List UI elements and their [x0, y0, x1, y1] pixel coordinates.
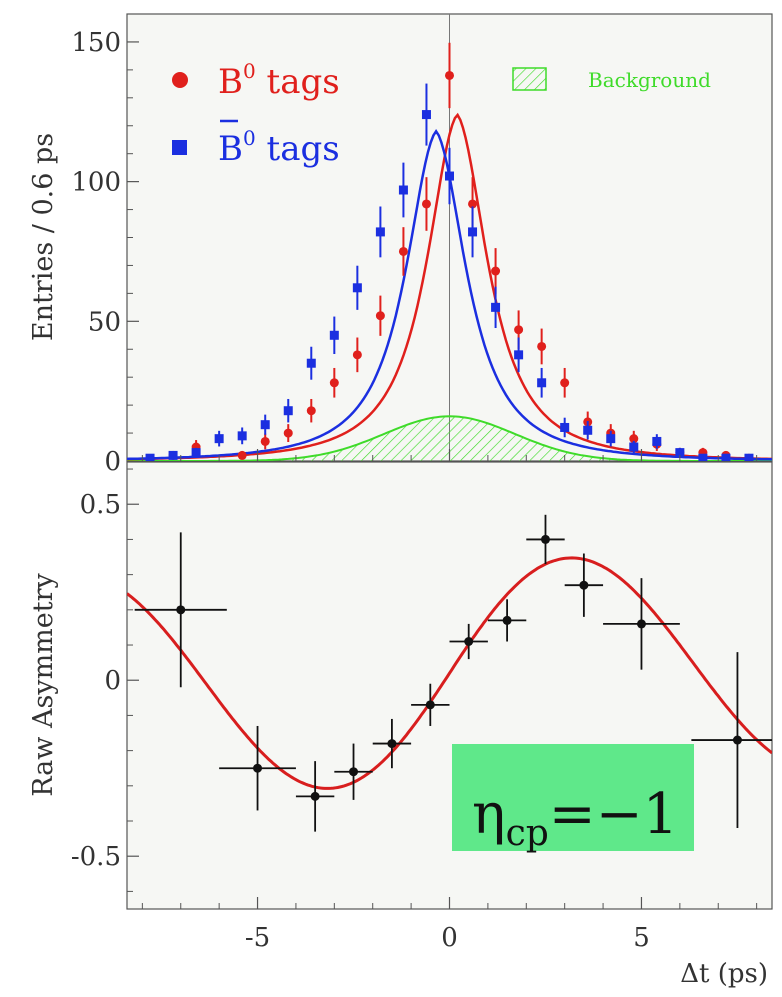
- top-y-axis-label: Entries / 0.6 ps: [28, 133, 59, 341]
- b0-tags-point: [352, 350, 362, 360]
- b0bar-tags-point: [468, 227, 478, 237]
- b0bar-tags-point: [744, 453, 754, 461]
- b0-tags-point: [629, 434, 639, 444]
- asymmetry-point: [636, 619, 646, 629]
- x-tick-label: 0: [441, 923, 458, 953]
- b0bar-tags-point: [583, 425, 593, 435]
- b0bar-tags-point: [398, 185, 408, 195]
- b0-tags-point: [306, 406, 316, 416]
- b0bar-tags-point: [352, 283, 362, 293]
- b0bar-tags-point: [375, 227, 385, 237]
- legend: B0 tags B0 tags Background: [172, 59, 711, 169]
- b0bar-tags-point: [537, 378, 547, 388]
- bottom-panel: -0.5 0 0.5 -5 0 5 ηcp=−1 Raw Asymmetry Δt (p…: [28, 449, 773, 989]
- background-curve: [127, 415, 772, 461]
- b0bar-tags-point: [445, 171, 454, 181]
- b0bar-tags-point: [606, 434, 616, 444]
- b0-tags-point: [237, 450, 247, 460]
- b0bar-tags-point: [721, 453, 731, 461]
- top-data-points: [145, 42, 754, 461]
- b0bar-tags-point: [260, 420, 270, 430]
- asymmetry-point: [464, 637, 474, 647]
- x-tick-label: 5: [633, 923, 650, 953]
- top-y-axis: 0 50 100 150: [71, 28, 139, 477]
- bottom-y-tick-label: 0: [104, 666, 121, 696]
- b0bar-tags-point: [329, 330, 339, 340]
- b0bar-tags-point: [283, 406, 293, 416]
- b0bar-tags-point: [237, 431, 247, 441]
- bottom-y-tick-label: 0.5: [80, 490, 121, 520]
- b0bar-tags-point: [675, 448, 685, 458]
- bottom-y-tick-label: -0.5: [71, 842, 121, 872]
- x-tick-label: -5: [245, 923, 270, 953]
- legend-label-background: Background: [588, 68, 711, 92]
- b0bar-tags-point: [514, 350, 524, 360]
- eta-cp-annotation: ηcp=−1: [472, 782, 678, 854]
- asymmetry-point: [732, 735, 742, 745]
- background-hatched-area: [127, 416, 772, 461]
- bottom-y-axis: -0.5 0 0.5: [71, 468, 139, 892]
- b0-tags-point: [491, 266, 501, 276]
- b0bar-tags-point: [698, 453, 708, 461]
- asymmetry-point: [253, 763, 263, 773]
- b0-tags-point: [283, 428, 293, 438]
- asymmetry-point: [176, 605, 186, 615]
- asymmetry-data-points: [134, 514, 772, 832]
- top-y-tick-label: 150: [71, 28, 121, 58]
- legend-marker-b0bar: [172, 140, 187, 155]
- legend-marker-background: [512, 67, 547, 91]
- eta-cp-box: [452, 744, 694, 851]
- b0-tags-point: [468, 199, 478, 209]
- legend-label-b0: B0 tags: [218, 59, 340, 102]
- x-axis-label: Δt (ps): [680, 959, 768, 989]
- b0-tags-point: [514, 325, 524, 335]
- b0-tags-point: [537, 341, 547, 351]
- top-panel: 0 50 100 150 Entries / 0.6 ps B0 tags B0 ta…: [28, 13, 773, 477]
- asymmetry-point: [540, 534, 550, 544]
- top-y-tick-label: 0: [104, 447, 121, 477]
- b0-tags-point: [329, 378, 339, 388]
- bottom-y-axis-label: Raw Asymmetry: [28, 572, 59, 796]
- asymmetry-point: [349, 767, 359, 777]
- b0bar-tags-point: [560, 422, 570, 432]
- b0-tags-point: [421, 199, 431, 209]
- asymmetry-point: [310, 791, 320, 801]
- b0bar-tags-point: [652, 436, 662, 446]
- b0bar-tags-point: [191, 448, 201, 458]
- x-axis: -5 0 5: [141, 449, 758, 953]
- asymmetry-point: [502, 615, 512, 625]
- b0-tags-point: [260, 436, 270, 446]
- b0bar-tags-point: [168, 450, 178, 460]
- b0bar-tags-point: [491, 302, 501, 312]
- top-y-tick-label: 50: [88, 307, 121, 337]
- top-y-tick-label: 100: [71, 168, 121, 198]
- b0bar-tags-point: [421, 110, 431, 120]
- b0-tags-point: [398, 246, 408, 256]
- b0-tags-point: [375, 311, 385, 321]
- b0-tags-point: [445, 70, 454, 80]
- legend-label-b0bar: B0 tags: [218, 126, 340, 169]
- b0bar-tags-point: [214, 434, 224, 444]
- b0-tags-fit-curve: [127, 112, 772, 461]
- asymmetry-fit-curve: [127, 556, 772, 790]
- b0bar-tags-point: [145, 453, 155, 461]
- legend-marker-b0: [172, 72, 188, 88]
- b0bar-tags-point: [629, 442, 639, 452]
- asymmetry-point: [579, 580, 589, 590]
- b0bar-tags-point: [306, 358, 316, 368]
- asymmetry-point: [425, 700, 435, 710]
- b0-tags-point: [560, 378, 570, 388]
- asymmetry-point: [387, 739, 397, 749]
